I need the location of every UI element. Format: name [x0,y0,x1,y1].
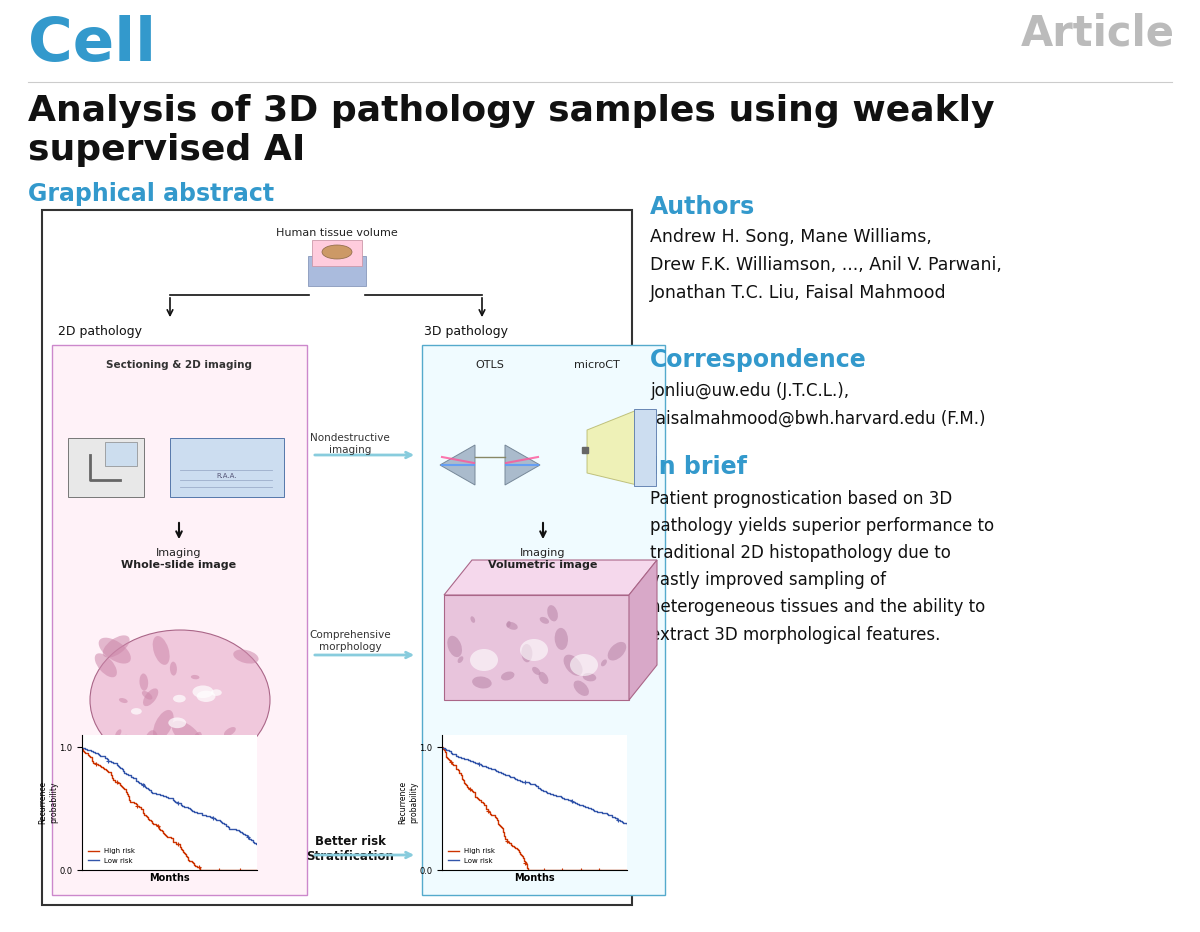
Polygon shape [505,445,540,485]
Ellipse shape [95,653,116,678]
Text: Graphical abstract: Graphical abstract [28,182,274,206]
FancyBboxPatch shape [422,345,665,895]
Text: Correspondence: Correspondence [650,348,866,372]
FancyBboxPatch shape [106,442,137,466]
Ellipse shape [564,654,582,676]
Text: Analysis of 3D pathology samples using weakly: Analysis of 3D pathology samples using w… [28,94,995,128]
Text: Andrew H. Song, Mane Williams,
Drew F.K. Williamson, ..., Anil V. Parwani,
Jonat: Andrew H. Song, Mane Williams, Drew F.K.… [650,228,1002,302]
Text: supervised AI: supervised AI [28,133,305,167]
Ellipse shape [152,636,169,665]
Text: Sectioning & 2D imaging: Sectioning & 2D imaging [106,360,252,370]
Ellipse shape [139,674,148,691]
Ellipse shape [521,644,533,663]
FancyBboxPatch shape [52,345,307,895]
Text: Article: Article [1021,12,1175,54]
Text: R.A.A.: R.A.A. [217,473,238,479]
Ellipse shape [539,672,548,684]
Ellipse shape [115,729,121,737]
Polygon shape [440,445,475,485]
X-axis label: Months: Months [149,872,190,883]
Text: Human tissue volume: Human tissue volume [276,228,398,238]
Ellipse shape [197,691,216,702]
Ellipse shape [143,730,158,759]
Text: In brief: In brief [650,455,746,479]
Ellipse shape [470,616,475,623]
Text: Whole-slide image: Whole-slide image [121,560,236,570]
Ellipse shape [143,689,158,706]
Ellipse shape [172,720,203,748]
Polygon shape [444,560,658,595]
Ellipse shape [532,667,540,675]
Ellipse shape [506,621,511,627]
Text: Patient prognostication based on 3D
pathology yields superior performance to
tra: Patient prognostication based on 3D path… [650,490,994,643]
Ellipse shape [154,710,174,740]
Ellipse shape [170,662,176,676]
Ellipse shape [211,741,229,752]
Ellipse shape [173,695,186,703]
Ellipse shape [470,649,498,671]
Legend: High risk, Low risk: High risk, Low risk [445,845,498,867]
Ellipse shape [182,741,205,759]
Ellipse shape [192,732,202,747]
X-axis label: Months: Months [514,872,554,883]
Polygon shape [444,595,629,700]
Text: microCT: microCT [574,360,620,370]
Text: Imaging: Imaging [156,548,202,558]
Text: Better risk
Stratification: Better risk Stratification [306,835,394,863]
FancyBboxPatch shape [42,210,632,905]
Ellipse shape [98,637,131,664]
Ellipse shape [131,708,142,715]
Ellipse shape [574,680,589,696]
Ellipse shape [233,650,259,664]
Ellipse shape [142,691,152,700]
Text: Cell: Cell [28,15,156,74]
Polygon shape [629,560,658,700]
Text: jonliu@uw.edu (J.T.C.L.),
faisalmahmood@bwh.harvard.edu (F.M.): jonliu@uw.edu (J.T.C.L.), faisalmahmood@… [650,382,985,428]
Text: Authors: Authors [650,195,755,219]
Ellipse shape [124,734,133,741]
Text: 3D pathology: 3D pathology [424,325,508,338]
Text: OTLS: OTLS [475,360,504,370]
Ellipse shape [520,639,548,661]
Text: Comprehensive
morphology: Comprehensive morphology [310,630,391,651]
Ellipse shape [583,673,596,681]
FancyBboxPatch shape [634,409,656,486]
Ellipse shape [119,698,127,703]
Legend: High risk, Low risk: High risk, Low risk [85,845,138,867]
Y-axis label: Recurrence
probability: Recurrence probability [398,781,418,824]
Ellipse shape [211,690,222,696]
FancyBboxPatch shape [312,240,362,266]
Ellipse shape [570,654,598,676]
Text: TriPath: TriPath [520,817,566,830]
Polygon shape [587,410,637,485]
Ellipse shape [607,642,626,661]
Ellipse shape [506,622,517,630]
Text: Nondestructive
imaging: Nondestructive imaging [310,433,390,455]
Ellipse shape [554,628,568,650]
FancyBboxPatch shape [170,438,284,497]
Ellipse shape [547,605,558,622]
Ellipse shape [90,630,270,770]
Ellipse shape [103,636,130,658]
Ellipse shape [191,675,199,679]
Ellipse shape [601,660,607,666]
Ellipse shape [224,727,235,736]
Y-axis label: Recurrence
probability: Recurrence probability [38,781,58,824]
FancyBboxPatch shape [68,438,144,497]
Ellipse shape [472,677,492,689]
FancyBboxPatch shape [308,256,366,286]
Text: 2D pathology: 2D pathology [58,325,142,338]
Text: Volumetric image: Volumetric image [488,560,598,570]
Text: Imaging: Imaging [521,548,565,558]
Ellipse shape [168,718,186,728]
Ellipse shape [448,636,462,657]
Ellipse shape [540,617,550,624]
Ellipse shape [457,656,463,663]
Ellipse shape [192,685,214,698]
Text: (AI-based prognosis): (AI-based prognosis) [497,833,589,842]
Ellipse shape [322,245,352,259]
Ellipse shape [500,672,515,680]
